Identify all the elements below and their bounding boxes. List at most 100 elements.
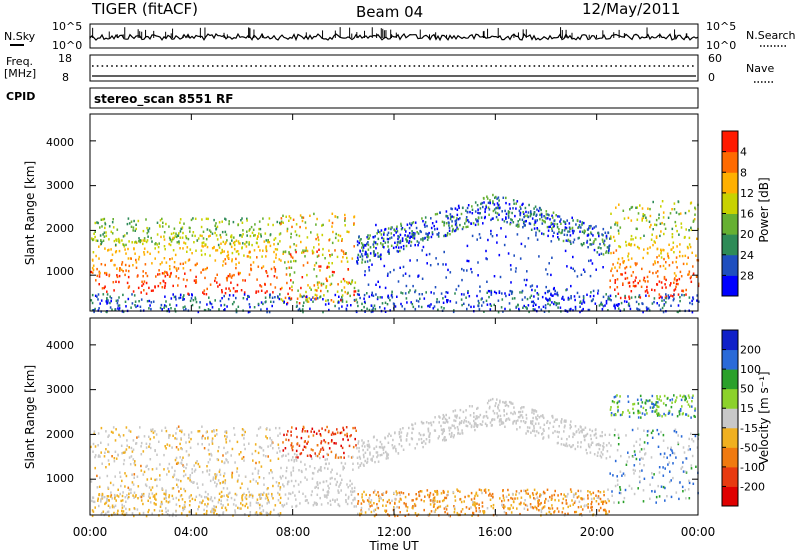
scatter-cell [446,421,449,424]
cpid-frame [89,87,699,109]
scatter-cell [324,428,327,432]
scatter-cell [518,410,520,414]
scatter-cell [583,242,585,245]
scatter-cell [164,270,166,274]
scatter-cell [533,409,535,412]
scatter-cell [580,497,582,500]
scatter-cell [642,256,644,260]
scatter-cell [610,237,612,240]
scatter-cell [265,249,268,253]
scatter-cell [527,304,530,307]
scatter-cell [501,298,504,301]
scatter-cell [570,420,572,423]
scatter-cell [328,239,330,242]
scatter-cell [163,286,166,289]
scatter-cell [368,445,371,448]
scatter-cell [505,201,507,205]
scatter-cell [325,286,327,289]
scatter-cell [476,502,478,505]
scatter-cell [237,271,240,275]
scatter-cell [423,223,426,226]
scatter-cell [658,254,660,257]
scatter-cell [688,273,690,276]
scatter-cell [127,257,130,260]
scatter-cell [497,206,500,210]
scatter-cell [584,426,587,429]
scatter-cell [658,466,661,469]
scatter-cell [440,424,442,428]
scatter-cell [656,395,658,398]
scatter-cell [225,438,227,441]
scatter-cell [638,247,640,250]
scatter-cell [215,429,218,432]
scatter-cell [317,238,320,242]
scatter-cell [110,248,112,251]
scatter-cell [372,243,375,246]
scatter-cell [422,433,425,437]
scatter-cell [572,241,575,244]
scatter-cell [399,435,401,439]
scatter-cell [501,218,504,221]
scatter-cell [106,474,109,478]
scatter-cell [567,238,570,242]
scatter-cell [688,270,691,273]
scatter-cell [668,264,671,267]
scatter-cell [413,234,415,237]
scatter-cell [150,236,152,240]
scatter-cell [382,499,384,502]
scatter-cell [663,412,665,416]
scatter-cell [140,469,143,472]
scatter-cell [672,246,674,249]
scatter-cell [91,293,94,297]
scatter-cell [515,493,517,496]
scatter-cell [315,261,318,265]
scatter-cell [259,507,261,510]
scatter-cell [195,249,197,252]
scatter-cell [420,238,422,241]
scatter-cell [367,255,369,258]
scatter-cell [279,475,282,478]
scatter-cell [279,232,282,235]
scatter-cell [408,426,410,430]
scatter-cell [104,247,106,250]
scatter-cell [338,307,340,310]
scatter-cell [248,495,251,498]
scatter-cell [121,494,124,498]
scatter-cell [394,241,396,244]
scatter-cell [302,304,304,308]
scatter-cell [96,486,99,489]
scatter-cell [130,220,133,223]
scatter-cell [405,284,408,288]
scatter-cell [536,414,539,417]
scatter-cell [146,478,149,481]
scatter-cell [369,453,371,456]
scatter-cell [610,406,612,409]
scatter-cell [422,245,425,249]
scatter-cell [678,212,680,216]
scatter-cell [422,421,425,425]
scatter-cell [337,456,340,459]
scatter-cell [218,308,220,311]
scatter-cell [661,415,663,418]
scatter-cell [661,221,663,225]
scatter-cell [324,440,327,444]
scatter-cell [631,205,634,209]
scatter-cell [594,433,597,436]
scatter-cell [107,450,109,453]
scatter-cell [669,284,671,287]
scatter-cell [643,464,645,467]
scatter-cell [623,260,625,263]
scatter-cell [638,308,641,312]
scatter-cell [178,240,180,243]
scatter-cell [652,406,654,409]
scatter-cell [188,433,190,436]
scatter-cell [517,419,519,422]
scatter-cell [660,485,663,488]
scatter-cell [533,212,535,215]
scatter-cell [595,225,597,228]
scatter-cell [628,285,631,288]
scatter-cell [118,239,121,242]
scatter-cell [588,259,590,263]
scatter-cell [208,443,210,446]
scatter-cell [179,442,181,446]
